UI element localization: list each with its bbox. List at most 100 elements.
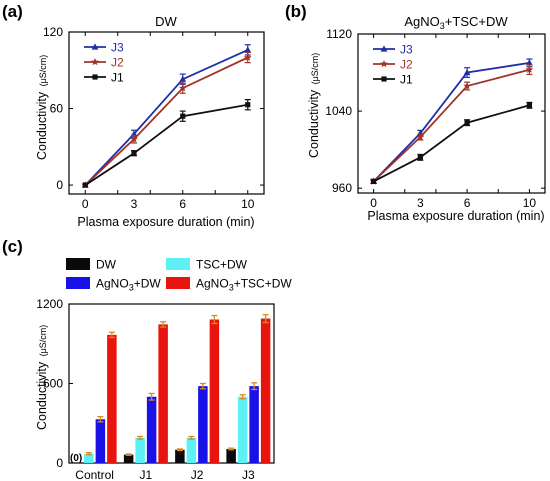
- chart-c-bar-agno3-tsc-dw: [209, 319, 220, 463]
- chart-b-legend-marker-j1: [381, 76, 387, 82]
- chart-a-legend-label-j1: J1: [111, 71, 124, 85]
- chart-a-ylabel-text: Conductivity: [35, 91, 49, 160]
- zero-value-marker: (0): [70, 453, 82, 464]
- chart-c-bar-dw: [226, 448, 236, 463]
- chart-c-xtick-label: J3: [242, 468, 255, 481]
- chart-a-xtick-label: 0: [82, 197, 89, 211]
- chart-a-series-j3-point: [244, 46, 252, 53]
- chart-b-series-j2-point: [525, 65, 534, 73]
- chart-c-xtick-label: Control: [75, 468, 114, 481]
- chart-a-series-j1-point: [245, 102, 251, 108]
- panel-a-label: (a): [2, 2, 23, 21]
- chart-a-series-j1-line: [84, 103, 248, 186]
- chart-a-series-j2-point: [130, 135, 138, 143]
- chart-c-bar-agno3-tsc-dw: [260, 318, 271, 463]
- chart-a-xtick-label: 10: [241, 197, 255, 211]
- chart-a-xtick-label: 6: [179, 197, 186, 211]
- chart-c-xtick-label: J1: [140, 468, 153, 481]
- chart-a-series-j3-point: [179, 75, 187, 82]
- chart-c-legend-tsc-dw-label: TSC+DW: [196, 258, 248, 272]
- chart-b-xlabel: Plasma exposure duration (min): [367, 209, 544, 223]
- chart-c-xtick-label: J2: [191, 468, 204, 481]
- chart-b-ylabel-unit: (μS/cm): [310, 53, 320, 85]
- chart-c-bar-agno3-dw: [198, 386, 208, 463]
- chart-c-bar-agno3-dw: [146, 396, 157, 463]
- chart-c-bar-agno3-dw: [95, 419, 106, 463]
- chart-a-legend-label-j2: J2: [111, 56, 124, 70]
- chart-a-series-j1-point: [131, 150, 137, 156]
- chart-c-legend-agno3-dw-label: AgNO3+DW: [96, 277, 161, 293]
- chart-c-legend-dw-label: DW: [96, 258, 117, 272]
- chart-c-legend-dw-swatch: [66, 258, 90, 270]
- chart-b-legend-marker-j2: [380, 60, 388, 68]
- chart-c-bar-tsc-dw: [84, 453, 94, 463]
- chart-c-ytick-label: 0: [56, 456, 63, 470]
- chart-c-ytick-label: 1200: [36, 297, 63, 311]
- chart-b-series-j3-line: [372, 62, 530, 183]
- chart-c-bar-tsc-dw: [135, 437, 145, 463]
- chart-a-series-j2-point: [178, 84, 187, 92]
- chart-a-ylabel-unit: (μS/cm): [38, 55, 48, 87]
- chart-b-ylabel-text: Conductivity: [307, 89, 321, 158]
- chart-a-legend-marker-j2: [91, 58, 99, 66]
- chart-a-series-j3-line: [84, 49, 249, 186]
- chart-a-legend-marker-j1: [92, 74, 98, 80]
- chart-b-ytick-label: 1120: [326, 27, 352, 41]
- chart-a-series-j1-point: [180, 113, 186, 119]
- chart-b-series-j1-point: [370, 178, 377, 185]
- chart-b-series-j2-point: [463, 82, 471, 90]
- chart-b-series-j1-point: [417, 154, 423, 160]
- chart-c-bar-dw: [175, 449, 185, 463]
- chart-a-ytick-label: 60: [50, 102, 64, 116]
- chart-c-bar-agno3-tsc-dw: [158, 324, 168, 463]
- chart-b-series-j2-point: [416, 133, 425, 141]
- chart-b-title: AgNO3+TSC+DW: [404, 14, 508, 31]
- chart-b-series-j1-line: [373, 104, 530, 183]
- panel-b-label: (b): [285, 2, 307, 21]
- chart-b-series-j3-point: [526, 59, 533, 66]
- chart-b-series-j1-point: [526, 102, 533, 108]
- chart-b-xtick-label: 10: [523, 196, 537, 210]
- chart-b-plot-frame: [357, 33, 546, 194]
- chart-a-series-j2-line: [84, 56, 249, 186]
- chart-a-plot-frame: [68, 31, 265, 195]
- chart-b-ytick-label: 1040: [325, 104, 352, 118]
- chart-b-legend-label-j1: J1: [400, 73, 413, 87]
- chart-b-series-j2-line: [372, 68, 530, 183]
- chart-b-ytick-label: 960: [332, 181, 352, 195]
- chart-c-ytick-label: 600: [43, 377, 63, 391]
- chart-c-legend-agno3-dw-swatch: [66, 277, 90, 289]
- chart-a-series-j2-point: [243, 53, 252, 61]
- chart-b-ylabel: Conductivity (μS/cm): [307, 53, 321, 158]
- chart-a-ytick-label: 120: [43, 25, 63, 39]
- chart-c-ylabel-unit: (μS/cm): [38, 325, 48, 357]
- chart-b-xtick-label: 0: [370, 196, 377, 210]
- chart-c-bar-dw: [123, 454, 134, 463]
- chart-b-xtick-label: 6: [464, 196, 471, 210]
- chart-c-legend-agno3-tsc-dw-label: AgNO3+TSC+DW: [196, 277, 292, 293]
- chart-a-xlabel: Plasma exposure duration (min): [77, 215, 254, 229]
- chart-c-bar-tsc-dw: [237, 396, 248, 463]
- chart-b-legend-label-j3: J3: [400, 43, 413, 57]
- chart-b-series-j3-point: [463, 68, 471, 76]
- chart-c-bar-agno3-dw: [249, 386, 259, 463]
- chart-a-series-j1-point: [82, 182, 88, 188]
- chart-c-bar-tsc-dw: [186, 437, 197, 463]
- chart-a-ytick-label: 0: [56, 178, 63, 192]
- chart-c-ylabel: Conductivity (μS/cm): [35, 325, 49, 430]
- chart-c-bar-agno3-tsc-dw: [107, 334, 117, 463]
- chart-a-legend-label-j3: J3: [111, 41, 124, 55]
- chart-c: 0 600 1200 Control J1 J2 J3 DW TSC+DW AgNO3+DW AgN…: [36, 258, 292, 481]
- chart-b-xtick-label: 3: [417, 196, 424, 210]
- chart-b-series-j1-point: [464, 120, 470, 126]
- chart-a-legend-marker-j3: [91, 43, 99, 50]
- chart-b-legend-label-j2: J2: [400, 58, 413, 72]
- chart-c-legend-agno3-tsc-dw-swatch: [166, 277, 190, 289]
- chart-b-legend-marker-j3: [380, 45, 388, 52]
- chart-c-ylabel-text: Conductivity: [35, 361, 49, 430]
- panel-c-label: (c): [2, 237, 23, 256]
- chart-a-title: DW: [155, 14, 177, 29]
